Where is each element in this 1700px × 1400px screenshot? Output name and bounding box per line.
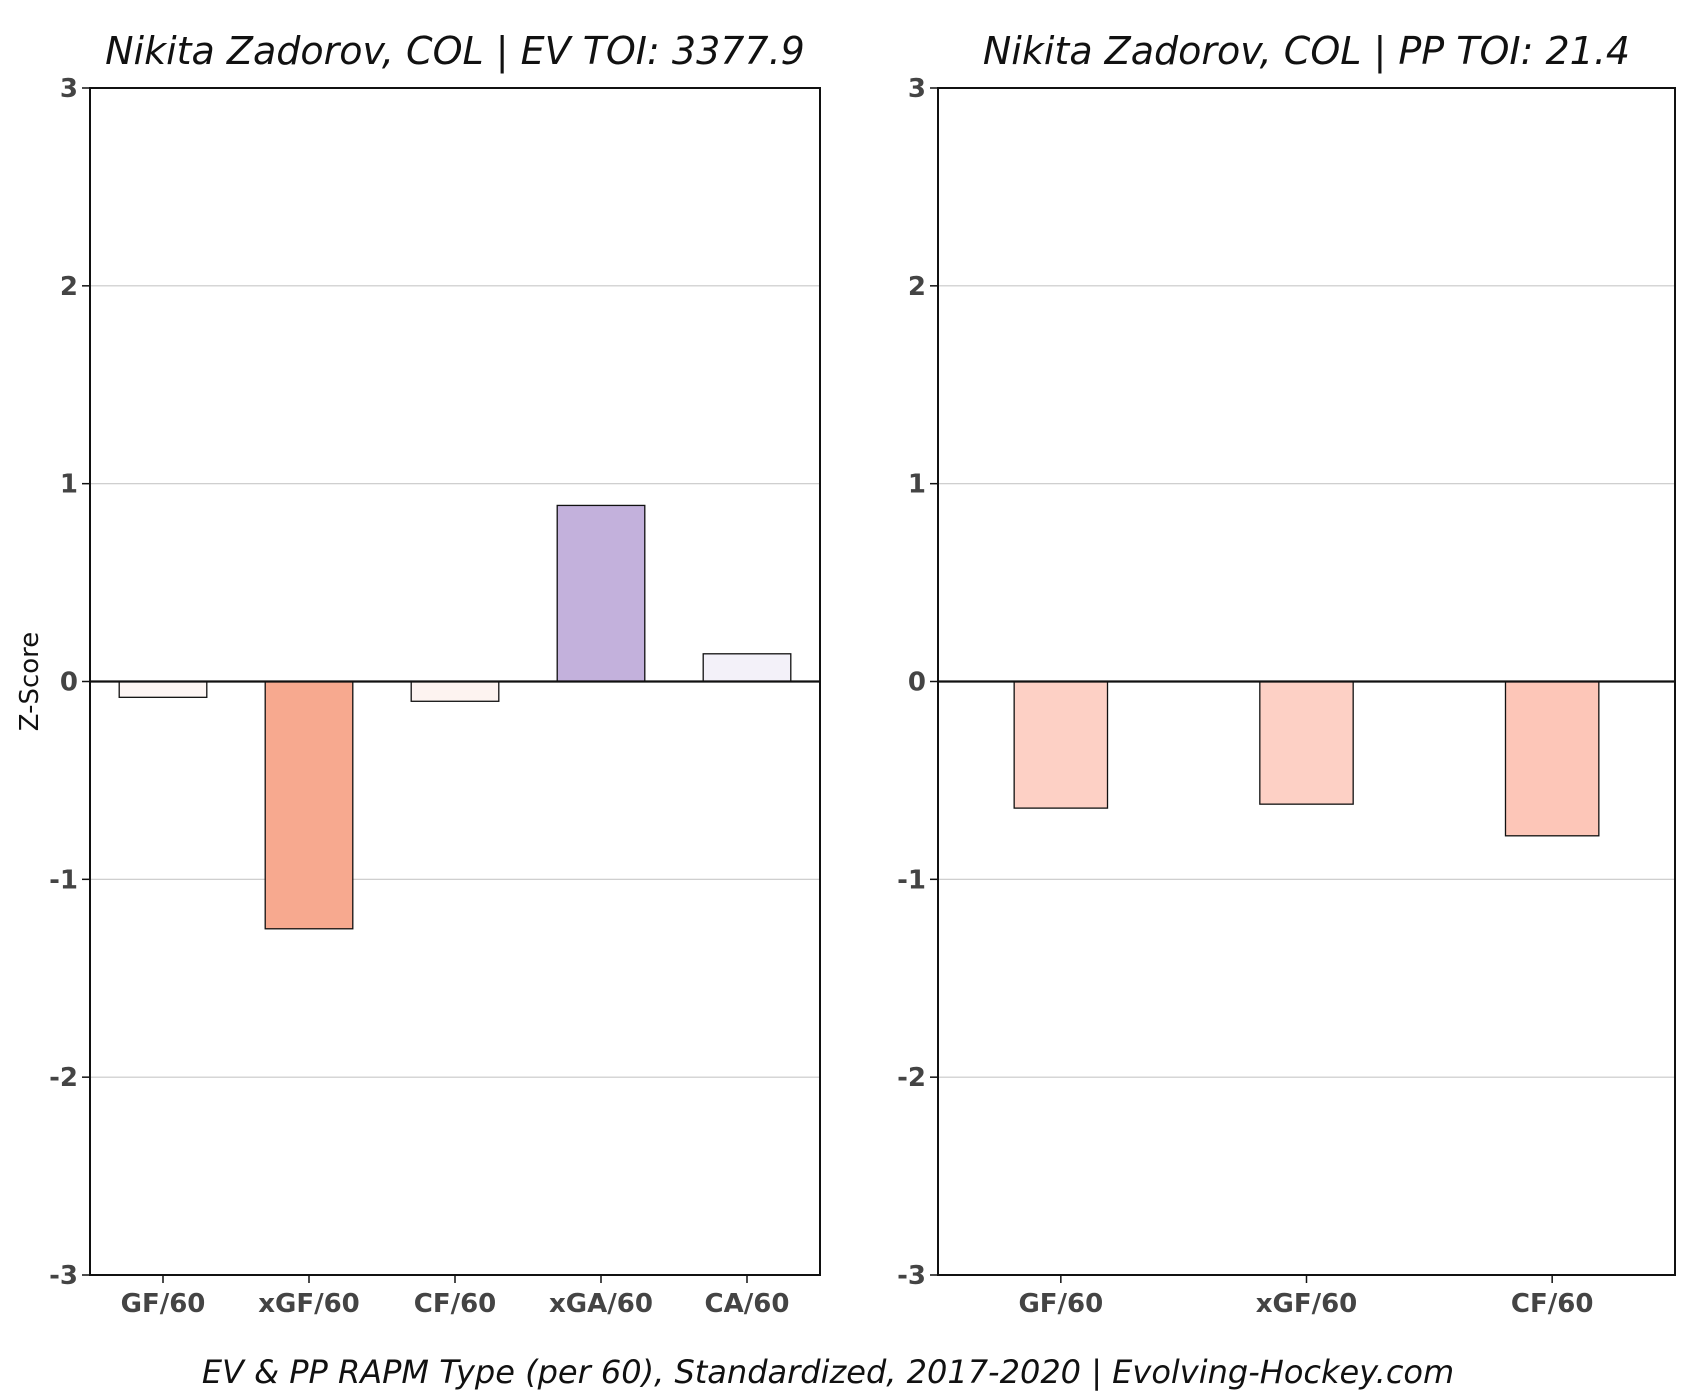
- ev-y-tick-label: 2: [60, 272, 78, 302]
- ev-x-tick-label: CF/60: [414, 1289, 497, 1319]
- ev-panel-title: Nikita Zadorov, COL | EV TOI: 3377.9: [105, 29, 805, 74]
- pp-rapm-panel: -3 -2 -1 0 1 2 3 GF/60 xGF/60 CF/60 Nikita Zadorov…: [897, 29, 1676, 1319]
- pp-bar-xgf-per-60: [1259, 680, 1354, 805]
- pp-x-tick-label: xGF/60: [1256, 1289, 1358, 1319]
- ev-y-tick-label: -2: [49, 1063, 78, 1093]
- ev-y-axis-label: Z-Score: [15, 632, 45, 732]
- pp-bar-gf-per-60: [1013, 680, 1109, 809]
- ev-y-tick-label: -1: [49, 865, 78, 895]
- ev-y-tick-label: 1: [60, 470, 78, 500]
- ev-plot-frame: [89, 87, 821, 1276]
- pp-y-tick-label: -3: [897, 1261, 926, 1291]
- pp-bar-cf-per-60: [1504, 680, 1600, 837]
- pp-x-tick-label: CF/60: [1511, 1289, 1594, 1319]
- ev-y-tick-label: 0: [60, 668, 78, 698]
- pp-y-tick-label: 3: [908, 74, 926, 104]
- ev-y-tick-label: -3: [49, 1261, 78, 1291]
- ev-bar-cf-per-60: [410, 680, 500, 702]
- ev-bar-xgf-per-60: [264, 680, 354, 930]
- ev-bar-xga-per-60: [556, 504, 646, 683]
- pp-y-tick-label: -2: [897, 1063, 926, 1093]
- pp-y-tick-label: -1: [897, 865, 926, 895]
- pp-y-tick-label: 1: [908, 470, 926, 500]
- pp-panel-title: Nikita Zadorov, COL | PP TOI: 21.4: [983, 29, 1630, 74]
- ev-y-tick-label: 3: [60, 74, 78, 104]
- ev-rapm-panel: -3 -2 -1 0 1 2 3 GF/60 xGF/60 CF/60 xGA/60 CA/60 Nik…: [15, 29, 821, 1319]
- figure-caption: EV & PP RAPM Type (per 60), Standardized…: [202, 1353, 1454, 1391]
- ev-x-tick-label: xGF/60: [258, 1289, 360, 1319]
- pp-y-tick-label: 2: [908, 272, 926, 302]
- pp-plot-frame: [937, 87, 1676, 1276]
- pp-y-tick-label: 0: [908, 668, 926, 698]
- ev-bar-ca-per-60: [702, 653, 792, 683]
- ev-bar-gf-per-60: [118, 680, 208, 698]
- ev-x-tick-label: CA/60: [705, 1289, 790, 1319]
- ev-x-tick-label: GF/60: [121, 1289, 206, 1319]
- pp-x-tick-label: GF/60: [1018, 1289, 1103, 1319]
- ev-x-tick-label: xGA/60: [549, 1289, 653, 1319]
